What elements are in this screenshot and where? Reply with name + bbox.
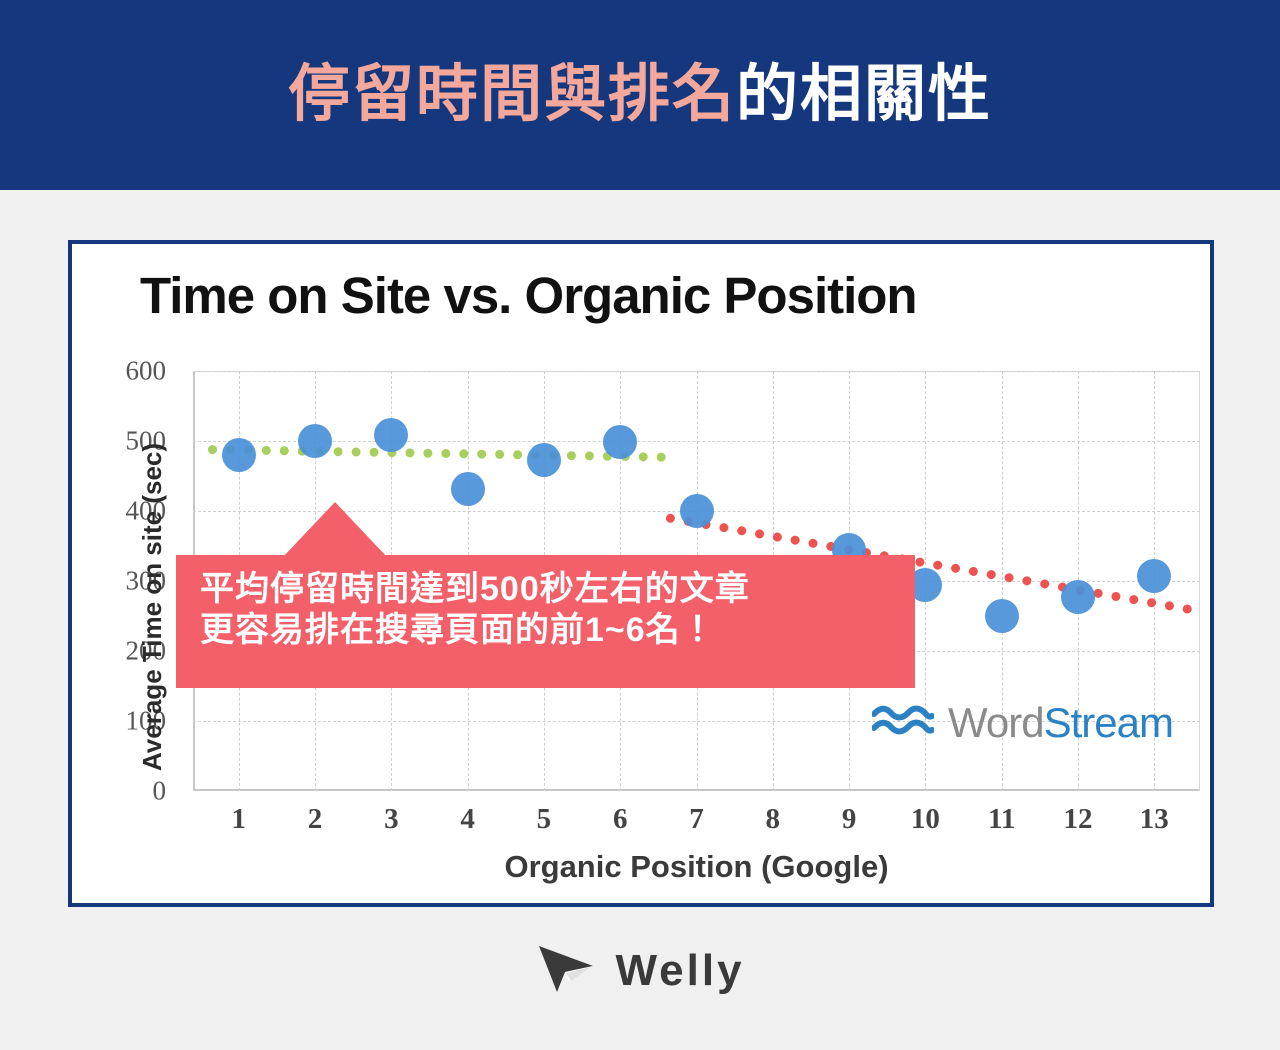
welly-wordmark: Welly <box>615 945 745 995</box>
data-point <box>374 418 409 453</box>
x-tick-label: 1 <box>231 803 247 835</box>
x-tick-label: 2 <box>307 803 323 835</box>
header-band: 停留時間與排名 的相關性 <box>0 0 1280 190</box>
callout-arrow <box>283 502 387 557</box>
page-title-plain: 的相關性 <box>736 60 993 129</box>
y-tick-label: 500 <box>125 425 167 456</box>
data-point <box>1060 580 1095 615</box>
data-point <box>603 425 638 460</box>
chart-title: Time on Site vs. Organic Position <box>140 267 918 324</box>
arrow-cursor-icon <box>535 940 599 1001</box>
welly-logo: Welly <box>0 940 1280 1001</box>
data-point <box>298 424 333 458</box>
page-title-accent: 停留時間與排名 <box>287 60 736 129</box>
callout-line-1: 平均停留時間達到500秒左右的文章 <box>200 570 750 608</box>
y-tick-label: 100 <box>125 705 167 736</box>
x-tick-label: 4 <box>460 803 475 835</box>
x-tick-label: 7 <box>689 803 704 835</box>
callout-box: 平均停留時間達到500秒左右的文章 更容易排在搜尋頁面的前1~6名！ <box>176 555 915 688</box>
x-tick-label: 12 <box>1063 803 1093 835</box>
x-tick-label: 3 <box>384 803 399 835</box>
data-point <box>526 442 561 477</box>
data-point <box>679 494 714 528</box>
gridline-vertical <box>1001 371 1003 791</box>
data-point <box>221 438 256 472</box>
x-tick-label: 10 <box>910 803 940 835</box>
page-title: 停留時間與排名 的相關性 <box>0 0 1280 190</box>
y-tick-label: 300 <box>125 565 167 596</box>
y-axis-label: Average Time on site (sec) <box>137 442 167 771</box>
y-tick-label: 200 <box>125 635 167 666</box>
wordstream-part2: Stream <box>1043 699 1174 746</box>
x-tick-label: 13 <box>1139 803 1169 835</box>
wordstream-wordmark: WordStream <box>948 699 1174 747</box>
callout-text: 平均停留時間達到500秒左右的文章 更容易排在搜尋頁面的前1~6名！ <box>200 569 750 652</box>
chart-card: Time on Site vs. Organic Position 0 100 20… <box>68 240 1214 907</box>
x-tick-label: 11 <box>987 803 1016 835</box>
x-tick-label: 5 <box>536 803 552 835</box>
x-tick-label: 9 <box>841 803 857 835</box>
callout-line-2: 更容易排在搜尋頁面的前1~6名！ <box>200 611 716 650</box>
wordstream-part1: Word <box>948 699 1045 746</box>
x-tick-label: 6 <box>612 803 628 835</box>
x-tick-label: 8 <box>765 803 781 835</box>
wordstream-logo: WordStream <box>871 699 1174 747</box>
y-tick-label: 600 <box>125 355 167 386</box>
wave-icon <box>871 701 935 746</box>
x-axis-label: Organic Position (Google) <box>504 849 889 884</box>
y-tick-label: 0 <box>152 775 167 806</box>
data-point <box>1137 559 1172 594</box>
y-tick-label: 400 <box>125 495 167 526</box>
data-point <box>450 471 485 506</box>
data-point <box>984 599 1019 633</box>
